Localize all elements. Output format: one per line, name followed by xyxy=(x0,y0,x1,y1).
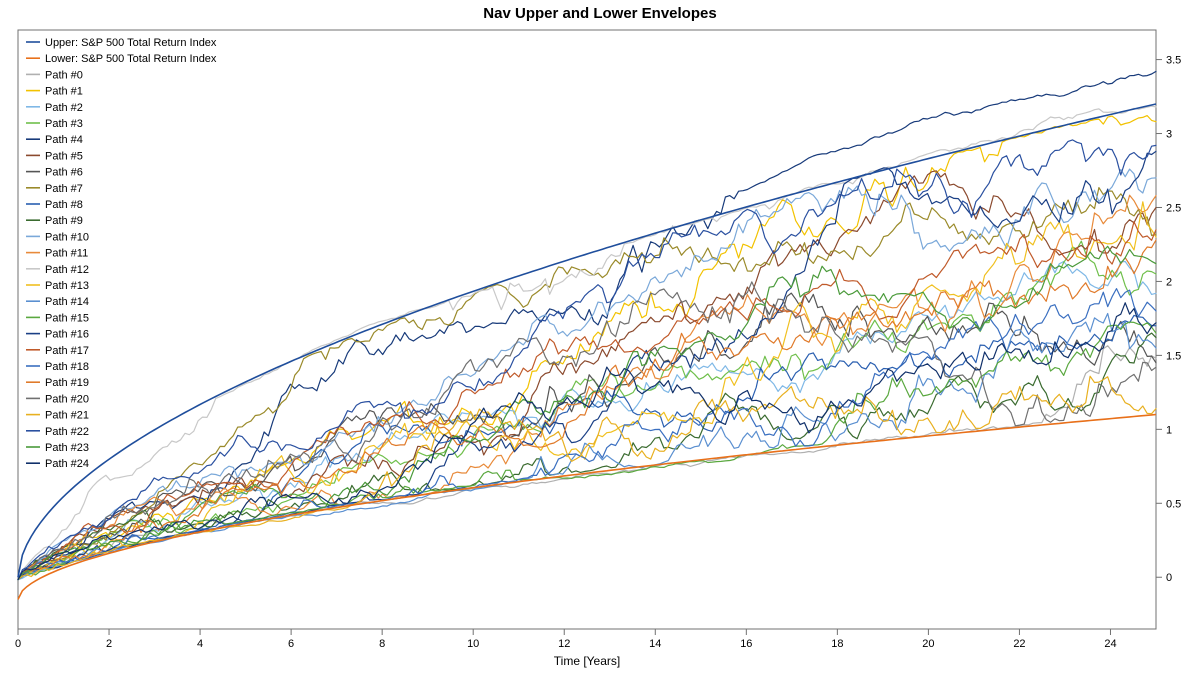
legend-label: Path #18 xyxy=(45,361,89,373)
series-path-8 xyxy=(18,315,1156,579)
x-tick-label: 6 xyxy=(288,638,294,650)
legend-label: Path #8 xyxy=(45,199,83,211)
lower-envelope xyxy=(18,415,1156,600)
legend-label: Lower: S&P 500 Total Return Index xyxy=(45,53,217,65)
legend-label: Path #13 xyxy=(45,280,89,292)
legend-label: Upper: S&P 500 Total Return Index xyxy=(45,37,217,49)
y-tick-label: 3.5 xyxy=(1166,55,1181,67)
y-tick-label: 0 xyxy=(1166,572,1172,584)
legend-label: Path #20 xyxy=(45,393,89,405)
x-tick-label: 4 xyxy=(197,638,203,650)
x-tick-label: 0 xyxy=(15,638,21,650)
legend: Upper: S&P 500 Total Return Index Lower: … xyxy=(26,37,217,470)
x-tick-label: 10 xyxy=(467,638,479,650)
series-group xyxy=(18,71,1156,599)
nav-envelopes-chart: Nav Upper and Lower Envelopes02468101214… xyxy=(0,0,1200,675)
legend-label: Path #17 xyxy=(45,345,89,357)
x-tick-label: 2 xyxy=(106,638,112,650)
legend-label: Path #22 xyxy=(45,426,89,438)
series-path-1 xyxy=(18,116,1156,580)
y-tick-label: 0.5 xyxy=(1166,498,1181,510)
series-path-22 xyxy=(18,140,1156,580)
legend-label: Path #5 xyxy=(45,150,83,162)
legend-label: Path #11 xyxy=(45,248,88,260)
x-tick-label: 12 xyxy=(558,638,570,650)
series-path-11 xyxy=(18,195,1156,580)
x-tick-label: 18 xyxy=(831,638,843,650)
series-path-6 xyxy=(18,293,1156,580)
legend-label: Path #12 xyxy=(45,264,89,276)
series-path-24 xyxy=(18,303,1156,580)
y-tick-label: 2 xyxy=(1166,276,1172,288)
series-path-15 xyxy=(18,322,1156,580)
x-tick-label: 16 xyxy=(740,638,752,650)
x-axis-label: Time [Years] xyxy=(554,654,620,668)
legend-label: Path #7 xyxy=(45,183,83,195)
legend-label: Path #4 xyxy=(45,134,83,146)
y-tick-label: 1.5 xyxy=(1166,350,1181,362)
x-tick-label: 24 xyxy=(1104,638,1116,650)
legend-label: Path #21 xyxy=(45,410,89,422)
legend-label: Path #14 xyxy=(45,296,89,308)
y-tick-label: 2.5 xyxy=(1166,202,1181,214)
series-path-9 xyxy=(18,333,1156,580)
legend-label: Path #0 xyxy=(45,69,83,81)
series-path-0 xyxy=(18,346,1156,580)
legend-label: Path #2 xyxy=(45,102,83,114)
legend-label: Path #10 xyxy=(45,231,89,243)
legend-label: Path #15 xyxy=(45,312,89,324)
legend-label: Path #9 xyxy=(45,215,83,227)
chart-title: Nav Upper and Lower Envelopes xyxy=(483,5,716,22)
legend-label: Path #16 xyxy=(45,329,89,341)
y-tick-label: 3 xyxy=(1166,129,1172,141)
y-tick-label: 1 xyxy=(1166,424,1172,436)
x-tick-label: 8 xyxy=(379,638,385,650)
legend-label: Path #23 xyxy=(45,442,89,454)
x-tick-label: 20 xyxy=(922,638,934,650)
legend-label: Path #1 xyxy=(45,86,83,98)
plot-border xyxy=(18,30,1156,629)
x-tick-label: 14 xyxy=(649,638,661,650)
legend-label: Path #24 xyxy=(45,458,89,470)
legend-label: Path #19 xyxy=(45,377,89,389)
legend-label: Path #3 xyxy=(45,118,83,130)
x-tick-label: 22 xyxy=(1013,638,1025,650)
legend-label: Path #6 xyxy=(45,167,83,179)
